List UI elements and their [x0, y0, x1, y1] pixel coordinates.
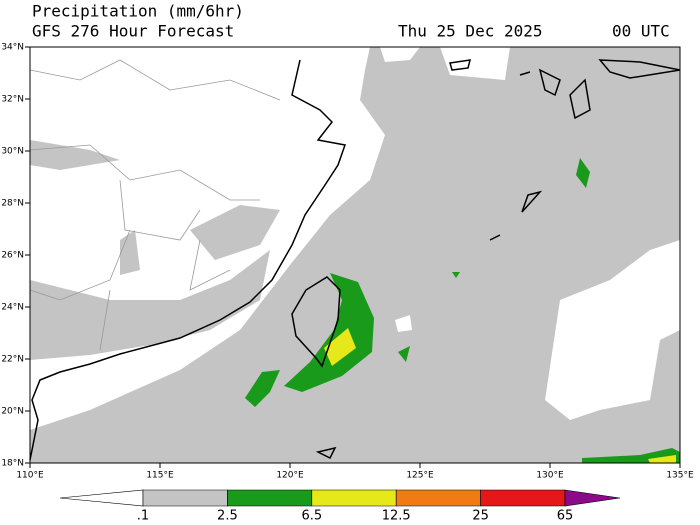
lon-label: 115°E	[146, 471, 174, 481]
lon-label: 110°E	[16, 471, 44, 481]
lat-label: 22°N	[1, 355, 24, 365]
precip-none	[30, 47, 680, 420]
colorbar-segment	[227, 489, 313, 507]
precip-light	[30, 47, 680, 463]
colorbar-segment	[480, 489, 566, 507]
lat-label: 24°N	[1, 303, 24, 313]
lon-label: 125°E	[406, 471, 434, 481]
axes: 34°N 32°N 30°N 28°N 26°N 24°N 22°N 20°N 18°N 110°…	[1, 43, 694, 481]
lat-label: 34°N	[1, 43, 24, 53]
lon-label: 135°E	[666, 471, 694, 481]
date: Thu 25 Dec 2025	[398, 22, 543, 41]
lat-label: 28°N	[1, 199, 24, 209]
coastlines	[29, 59, 681, 461]
colorbar-segment	[311, 489, 397, 507]
lat-label: 26°N	[1, 251, 24, 261]
lat-label: 30°N	[1, 147, 24, 157]
colorbar-label: 12.5	[382, 509, 411, 524]
subtitle: GFS 276 Hour Forecast	[32, 22, 234, 41]
lon-label: 120°E	[276, 471, 304, 481]
lat-label: 32°N	[1, 95, 24, 105]
colorbar-label: 25	[472, 509, 489, 524]
colorbar-segment	[59, 489, 144, 507]
colorbar-label: 65	[557, 509, 574, 524]
colorbar-label: 2.5	[217, 509, 238, 524]
precip-heavy	[324, 328, 676, 463]
colorbar-segment	[142, 489, 228, 507]
colorbar-segment	[564, 489, 621, 507]
map	[29, 46, 681, 464]
colorbar-label: 6.5	[301, 509, 322, 524]
colorbar: .1 2.5 6.5 12.5 25 65	[59, 489, 621, 524]
lat-label: 20°N	[1, 407, 24, 417]
colorbar-segment	[395, 489, 481, 507]
borders	[29, 59, 281, 351]
lat-label: 18°N	[1, 459, 24, 469]
title: Precipitation (mm/6hr)	[32, 2, 244, 21]
lon-label: 130°E	[536, 471, 564, 481]
colorbar-label: .1	[137, 509, 149, 524]
time: 00 UTC	[612, 22, 670, 41]
